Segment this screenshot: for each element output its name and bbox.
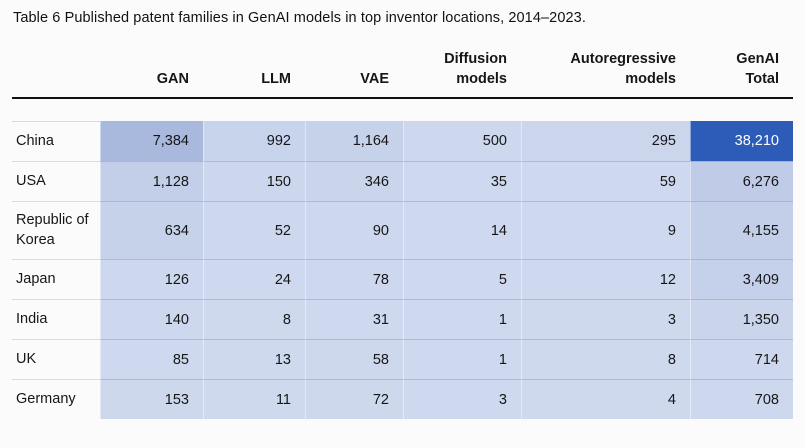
row-label: USA xyxy=(12,161,100,201)
column-header-label: Total xyxy=(745,70,779,87)
row-label: Republic of Korea xyxy=(12,201,100,259)
table-row-japan: Japan 126 24 78 5 12 3,409 xyxy=(12,259,793,300)
table-title: Table 6 Published patent families in Gen… xyxy=(13,10,586,26)
cell-genai-total: 708 xyxy=(690,379,793,420)
cell-genai-total: 714 xyxy=(690,339,793,380)
column-header-label: GAN xyxy=(156,70,189,87)
table-row-usa: USA 1,128 150 346 35 59 6,276 xyxy=(12,161,793,202)
cell-llm: 150 xyxy=(203,161,305,202)
cell-gan: 7,384 xyxy=(100,121,203,162)
column-header-label: models xyxy=(625,70,676,87)
table-row-uk: UK 85 13 58 1 8 714 xyxy=(12,339,793,380)
cell-autoregressive: 59 xyxy=(521,161,690,202)
cell-vae: 346 xyxy=(305,161,403,202)
cell-autoregressive: 295 xyxy=(521,121,690,162)
table-body: China 7,384 992 1,164 500 295 38,210 USA… xyxy=(12,121,793,420)
row-label: China xyxy=(12,121,100,161)
cell-diffusion: 1 xyxy=(403,299,521,340)
cell-vae: 72 xyxy=(305,379,403,420)
cell-vae: 31 xyxy=(305,299,403,340)
column-header-label: Diffusion xyxy=(444,51,507,67)
table-header-row: GAN LLM VAE Diffusion models Autoregressi… xyxy=(12,50,793,100)
cell-llm: 11 xyxy=(203,379,305,420)
column-header-label: VAE xyxy=(360,70,389,87)
cell-gan: 126 xyxy=(100,259,203,300)
row-label: Japan xyxy=(12,259,100,299)
column-header-label: LLM xyxy=(261,70,291,87)
cell-gan: 1,128 xyxy=(100,161,203,202)
cell-llm: 13 xyxy=(203,339,305,380)
cell-gan: 153 xyxy=(100,379,203,420)
table-row-germany: Germany 153 11 72 3 4 708 xyxy=(12,379,793,420)
column-header-gan: GAN xyxy=(100,70,203,90)
cell-gan: 634 xyxy=(100,201,203,260)
column-header-label: GenAI xyxy=(736,51,779,67)
cell-genai-total: 6,276 xyxy=(690,161,793,202)
table-row-republic-of-korea: Republic of Korea 634 52 90 14 9 4,155 xyxy=(12,201,793,260)
table-figure: Table 6 Published patent families in Gen… xyxy=(0,10,805,448)
cell-llm: 52 xyxy=(203,201,305,260)
column-header-autoregressive-models: Autoregressive models xyxy=(521,50,690,89)
row-label: UK xyxy=(12,339,100,379)
cell-autoregressive: 12 xyxy=(521,259,690,300)
cell-autoregressive: 9 xyxy=(521,201,690,260)
cell-vae: 90 xyxy=(305,201,403,260)
patent-families-table: GAN LLM VAE Diffusion models Autoregressi… xyxy=(12,50,793,420)
cell-vae: 1,164 xyxy=(305,121,403,162)
column-header-vae: VAE xyxy=(305,70,403,90)
column-header-llm: LLM xyxy=(203,70,305,90)
cell-genai-total: 1,350 xyxy=(690,299,793,340)
cell-autoregressive: 4 xyxy=(521,379,690,420)
cell-gan: 85 xyxy=(100,339,203,380)
cell-diffusion: 35 xyxy=(403,161,521,202)
column-header-diffusion-models: Diffusion models xyxy=(403,50,521,89)
column-header-genai-total: GenAI Total xyxy=(690,50,793,89)
cell-genai-total: 38,210 xyxy=(690,121,793,162)
cell-gan: 140 xyxy=(100,299,203,340)
column-header-label: Autoregressive xyxy=(570,51,676,67)
table-row-china: China 7,384 992 1,164 500 295 38,210 xyxy=(12,121,793,162)
cell-llm: 992 xyxy=(203,121,305,162)
cell-diffusion: 1 xyxy=(403,339,521,380)
cell-genai-total: 3,409 xyxy=(690,259,793,300)
row-label: Germany xyxy=(12,379,100,419)
cell-llm: 8 xyxy=(203,299,305,340)
column-header-label: models xyxy=(456,70,507,87)
cell-diffusion: 500 xyxy=(403,121,521,162)
cell-diffusion: 5 xyxy=(403,259,521,300)
row-label: India xyxy=(12,299,100,339)
cell-vae: 58 xyxy=(305,339,403,380)
cell-autoregressive: 3 xyxy=(521,299,690,340)
cell-vae: 78 xyxy=(305,259,403,300)
cell-genai-total: 4,155 xyxy=(690,201,793,260)
table-row-india: India 140 8 31 1 3 1,350 xyxy=(12,299,793,340)
cell-llm: 24 xyxy=(203,259,305,300)
cell-diffusion: 3 xyxy=(403,379,521,420)
cell-autoregressive: 8 xyxy=(521,339,690,380)
cell-diffusion: 14 xyxy=(403,201,521,260)
